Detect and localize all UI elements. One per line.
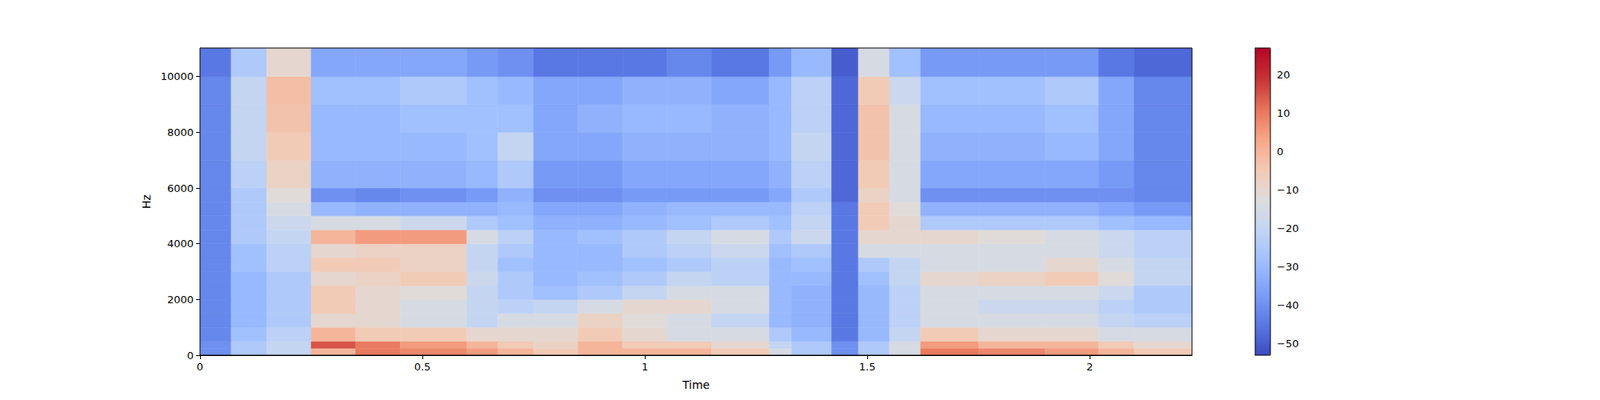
svg-text:1.5: 1.5 xyxy=(859,360,876,373)
svg-text:8000: 8000 xyxy=(167,126,194,139)
svg-text:6000: 6000 xyxy=(167,182,194,195)
svg-text:0: 0 xyxy=(196,360,204,373)
svg-text:−30: −30 xyxy=(1276,260,1299,273)
svg-text:2000: 2000 xyxy=(167,293,194,306)
svg-text:−40: −40 xyxy=(1276,299,1299,312)
svg-text:−10: −10 xyxy=(1276,184,1299,196)
svg-text:Time: Time xyxy=(681,378,710,392)
svg-text:−50: −50 xyxy=(1276,337,1299,350)
svg-text:1: 1 xyxy=(641,360,648,373)
svg-text:Hz: Hz xyxy=(140,194,153,209)
svg-text:2: 2 xyxy=(1086,360,1093,373)
svg-text:0: 0 xyxy=(187,349,194,362)
svg-text:10: 10 xyxy=(1276,107,1291,120)
svg-text:0: 0 xyxy=(1276,145,1284,158)
svg-text:4000: 4000 xyxy=(167,237,194,250)
svg-text:0.5: 0.5 xyxy=(414,360,432,373)
svg-text:10000: 10000 xyxy=(160,70,194,83)
svg-text:−20: −20 xyxy=(1276,222,1299,235)
svg-text:20: 20 xyxy=(1276,68,1291,81)
